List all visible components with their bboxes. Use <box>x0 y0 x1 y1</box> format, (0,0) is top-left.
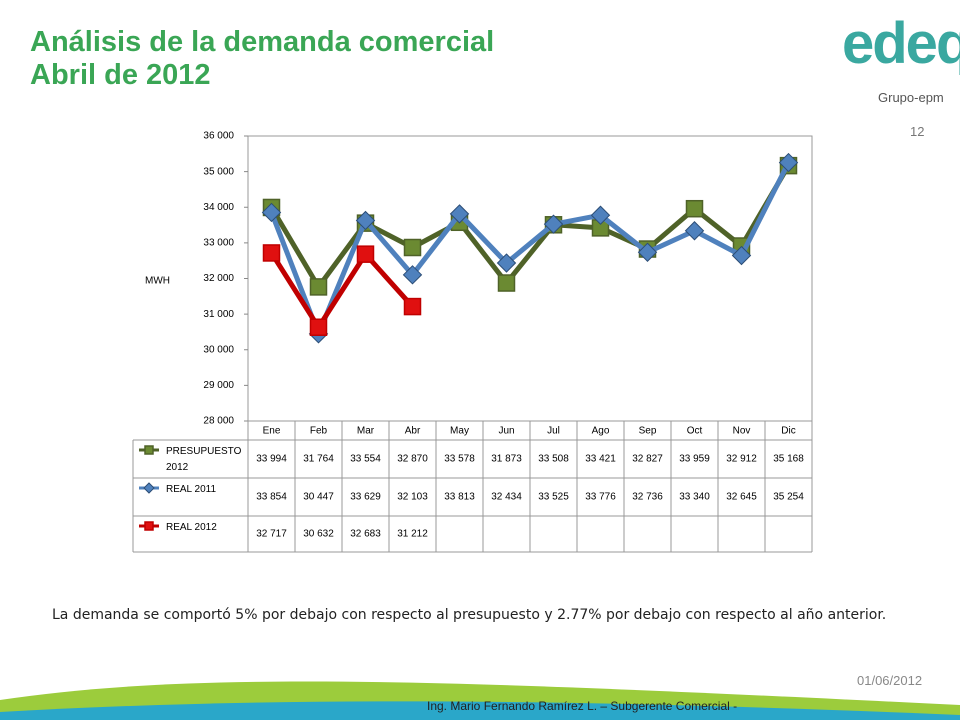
marker <box>403 297 422 316</box>
title: Análisis de la demanda comercial Abril d… <box>30 26 494 92</box>
x-tick-label: Ago <box>592 426 610 437</box>
table-value: 33 421 <box>585 454 616 465</box>
x-tick-label: Ene <box>263 426 281 437</box>
table-value: 33 508 <box>538 454 569 465</box>
marker <box>637 242 658 262</box>
marker <box>685 199 704 218</box>
table-value: 35 168 <box>773 454 804 465</box>
marker <box>543 214 564 234</box>
y-tick-label: 29 000 <box>203 380 234 391</box>
table-value: 33 813 <box>444 492 475 503</box>
footer-swoosh <box>0 701 960 720</box>
y-tick-label: 31 000 <box>203 309 234 320</box>
x-tick-label: May <box>450 426 469 437</box>
table-value: 32 683 <box>350 529 381 540</box>
marker <box>449 204 470 224</box>
table-value: 32 827 <box>632 454 663 465</box>
x-tick-label: Oct <box>687 426 703 437</box>
marker <box>356 245 375 263</box>
legend-marker <box>144 445 154 455</box>
table-value: 33 854 <box>256 492 287 503</box>
table-value: 32 717 <box>256 529 287 540</box>
x-tick-label: Nov <box>733 426 751 437</box>
author: Ing. Mario Fernando Ramírez L. – Subgere… <box>427 699 738 713</box>
x-tick-label: Dic <box>781 426 795 437</box>
table-value: 31 873 <box>491 454 522 465</box>
date: 01/06/2012 <box>857 673 923 688</box>
table-value: 33 578 <box>444 454 475 465</box>
marker <box>496 253 517 273</box>
table-value: 31 212 <box>397 529 428 540</box>
logo-group: Grupo-epm <box>878 90 944 105</box>
table-value: 32 736 <box>632 492 663 503</box>
table-value: 32 912 <box>726 454 757 465</box>
marker <box>355 210 376 231</box>
y-tick-label: 34 000 <box>203 202 234 213</box>
table-value: 32 645 <box>726 492 757 503</box>
y-tick-label: 33 000 <box>203 238 234 249</box>
x-tick-label: Jun <box>498 426 514 437</box>
marker <box>262 244 281 262</box>
y-axis-label: MWH <box>145 276 170 287</box>
page-number: 12 <box>910 124 925 139</box>
marker <box>309 278 328 296</box>
marker <box>402 265 423 285</box>
marker <box>309 318 328 336</box>
marker <box>261 202 282 223</box>
table-value: 30 632 <box>303 529 334 540</box>
series-line <box>269 251 415 330</box>
y-tick-label: 36 000 <box>203 131 234 142</box>
table-value: 33 340 <box>679 492 710 503</box>
marker <box>403 238 422 257</box>
table-value: 33 776 <box>585 492 616 503</box>
table-value: 33 959 <box>679 454 710 465</box>
title-line: Abril de 2012 <box>30 59 211 91</box>
logo-brand: edeq <box>842 11 960 76</box>
table-value: 35 254 <box>773 492 804 503</box>
table-value: 30 447 <box>303 492 334 503</box>
x-tick-label: Mar <box>357 426 375 437</box>
table-value: 33 554 <box>350 454 381 465</box>
series-line <box>269 164 791 290</box>
table-value: 33 994 <box>256 454 287 465</box>
y-tick-label: 30 000 <box>203 344 234 355</box>
marker <box>684 221 705 241</box>
table-value: 32 434 <box>491 492 522 503</box>
title-line: Análisis de la demanda comercial <box>30 26 495 58</box>
plot-area <box>247 135 813 422</box>
legend-marker <box>144 521 154 531</box>
table-value: 32 103 <box>397 492 428 503</box>
x-tick-label: Jul <box>547 426 560 437</box>
legend-marker <box>143 482 155 494</box>
legend-label: REAL 2012 <box>166 522 217 533</box>
table-value: 32 870 <box>397 454 428 465</box>
legend-label: PRESUPUESTO 2012 <box>166 446 242 473</box>
marker <box>497 274 516 292</box>
marker <box>590 205 611 225</box>
series-line <box>269 161 791 337</box>
table-value: 33 629 <box>350 492 381 503</box>
y-tick-label: 32 000 <box>203 273 234 284</box>
marker <box>731 245 752 266</box>
marker <box>778 152 799 173</box>
x-tick-label: Sep <box>639 426 657 437</box>
note: La demanda se comportó 5% por debajo con… <box>52 607 887 623</box>
legend-label: REAL 2011 <box>166 484 217 495</box>
y-tick-label: 35 000 <box>203 166 234 177</box>
table-value: 33 525 <box>538 492 569 503</box>
table-value: 31 764 <box>303 454 334 465</box>
x-tick-label: Feb <box>310 426 328 437</box>
x-tick-label: Abr <box>405 426 421 437</box>
y-tick-label: 28 000 <box>203 416 234 427</box>
